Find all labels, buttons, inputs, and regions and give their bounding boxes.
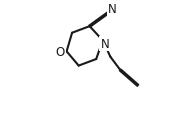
Text: N: N bbox=[101, 38, 109, 51]
Text: O: O bbox=[55, 45, 65, 58]
Text: N: N bbox=[108, 3, 117, 15]
